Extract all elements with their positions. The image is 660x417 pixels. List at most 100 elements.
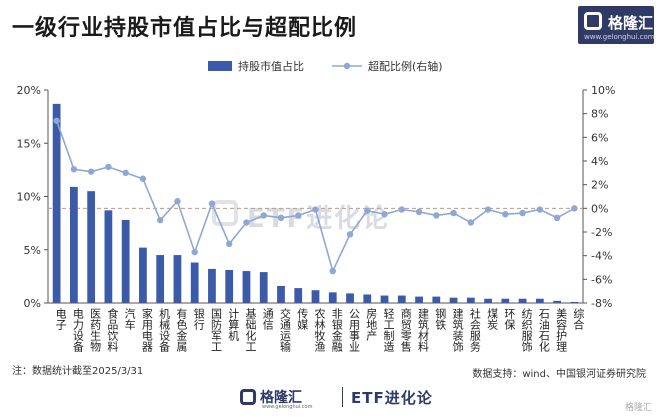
left-tick-label: 5% — [24, 244, 41, 257]
bar-20 — [397, 295, 406, 303]
bar-14 — [294, 288, 303, 303]
right-tick-label: 10% — [591, 84, 615, 97]
legend-bar-swatch — [208, 61, 232, 71]
logo-g-icon — [584, 12, 602, 30]
bar-3 — [104, 210, 113, 303]
category-label: 农林牧渔 — [313, 307, 326, 353]
category-label: 环保 — [503, 308, 516, 331]
right-tick-label: 0% — [591, 202, 608, 215]
line-point-15 — [312, 206, 319, 213]
category-label: 食品饮料 — [106, 307, 119, 353]
line-point-13 — [277, 214, 285, 221]
line-point-5 — [139, 175, 147, 182]
bottom-brand: 格隆汇 www.gelonghui.com ETF进化论 — [240, 384, 433, 410]
category-label: 轻工制造 — [382, 307, 395, 352]
bottom-brand-url: www.gelonghui.com — [262, 404, 313, 410]
category-label: 社会服务 — [468, 307, 481, 352]
line-point-7 — [174, 198, 181, 205]
bar-15 — [311, 290, 320, 303]
right-tick-label: 6% — [591, 131, 608, 144]
line-point-25 — [484, 206, 492, 213]
right-tick-label: 4% — [591, 155, 608, 168]
bar-1 — [70, 186, 78, 303]
line-point-9 — [208, 200, 216, 207]
source-note: 数据支持：wind、中国银河证券研究院 — [472, 369, 646, 380]
line-point-21 — [415, 208, 423, 216]
bar-21 — [415, 296, 423, 303]
left-tick-label: 0% — [24, 297, 41, 310]
line-point-20 — [398, 206, 405, 213]
bottom-logo-icon — [240, 389, 256, 405]
category-label: 美容护理 — [555, 308, 568, 352]
category-label: 非银金融 — [330, 308, 343, 353]
bar-8 — [190, 262, 199, 303]
category-label: 家用电器 — [140, 307, 153, 353]
logo-url: www.gelonghui.com — [584, 33, 655, 41]
line-point-12 — [260, 212, 267, 219]
bar-6 — [156, 255, 165, 303]
line-point-18 — [364, 207, 371, 214]
line-point-27 — [519, 209, 526, 217]
line-point-8 — [191, 248, 198, 256]
right-tick-label: 8% — [591, 108, 608, 121]
bar-9 — [208, 268, 216, 303]
right-tick-label: 2% — [591, 179, 608, 192]
bar-18 — [363, 294, 372, 303]
category-label: 汽车 — [123, 307, 136, 331]
watermark-logo-icon — [212, 200, 238, 226]
bottom-brand-name: 格隆汇 — [260, 390, 302, 406]
column-name: ETF进化论 — [351, 388, 433, 407]
bar-0 — [52, 103, 61, 303]
bar-19 — [380, 295, 389, 303]
bar-30 — [570, 301, 579, 303]
line-point-4 — [122, 169, 129, 177]
bar-22 — [432, 296, 441, 303]
bar-28 — [535, 298, 544, 303]
line-point-30 — [571, 205, 578, 212]
line-point-14 — [295, 212, 302, 219]
bar-27 — [518, 298, 527, 303]
footnote: 注：数据统计截至2025/3/31 — [12, 366, 144, 377]
category-label: 银行 — [192, 307, 205, 331]
bar-7 — [173, 255, 182, 303]
category-label: 商贸零售 — [399, 307, 412, 353]
category-label: 石油石化 — [537, 308, 550, 353]
bar-10 — [225, 269, 234, 303]
bar-11 — [242, 271, 251, 303]
brand-logo: 格隆汇 www.gelonghui.com — [578, 6, 655, 44]
right-tick-label: -8% — [591, 297, 612, 310]
line-point-3 — [105, 163, 112, 171]
legend-line-label: 超配比例(右轴) — [368, 59, 443, 73]
line-point-1 — [70, 166, 78, 173]
category-label: 交通运输 — [278, 307, 291, 353]
left-tick-label: 10% — [17, 191, 41, 204]
category-label: 计算机 — [227, 308, 240, 341]
category-label: 有色金属 — [175, 307, 188, 353]
line-point-17 — [346, 231, 354, 238]
line-point-6 — [156, 216, 164, 224]
category-label: 电力设备 — [71, 308, 84, 353]
bar-16 — [328, 292, 337, 303]
category-label: 通信 — [261, 308, 274, 331]
line-point-16 — [329, 267, 336, 275]
line-point-10 — [226, 240, 233, 248]
category-label: 传媒 — [296, 308, 309, 331]
bar-24 — [466, 297, 475, 303]
line-point-2 — [87, 168, 95, 175]
left-tick-label: 15% — [17, 137, 41, 150]
bar-17 — [346, 293, 354, 303]
line-point-23 — [450, 209, 457, 217]
chart-title: 一级行业持股市值占比与超配比例 — [12, 16, 358, 41]
category-label: 基础化工 — [244, 308, 257, 352]
line-point-19 — [381, 211, 388, 218]
bar-23 — [449, 297, 458, 303]
category-label: 建筑材料 — [417, 307, 430, 353]
line-point-26 — [502, 211, 509, 218]
category-label: 机械设备 — [158, 307, 171, 353]
logo-text: 格隆汇 — [608, 14, 654, 32]
category-label: 公用事业 — [348, 308, 361, 352]
category-label: 建筑装饰 — [451, 307, 464, 352]
bar-5 — [139, 247, 147, 303]
bar-26 — [501, 298, 510, 303]
